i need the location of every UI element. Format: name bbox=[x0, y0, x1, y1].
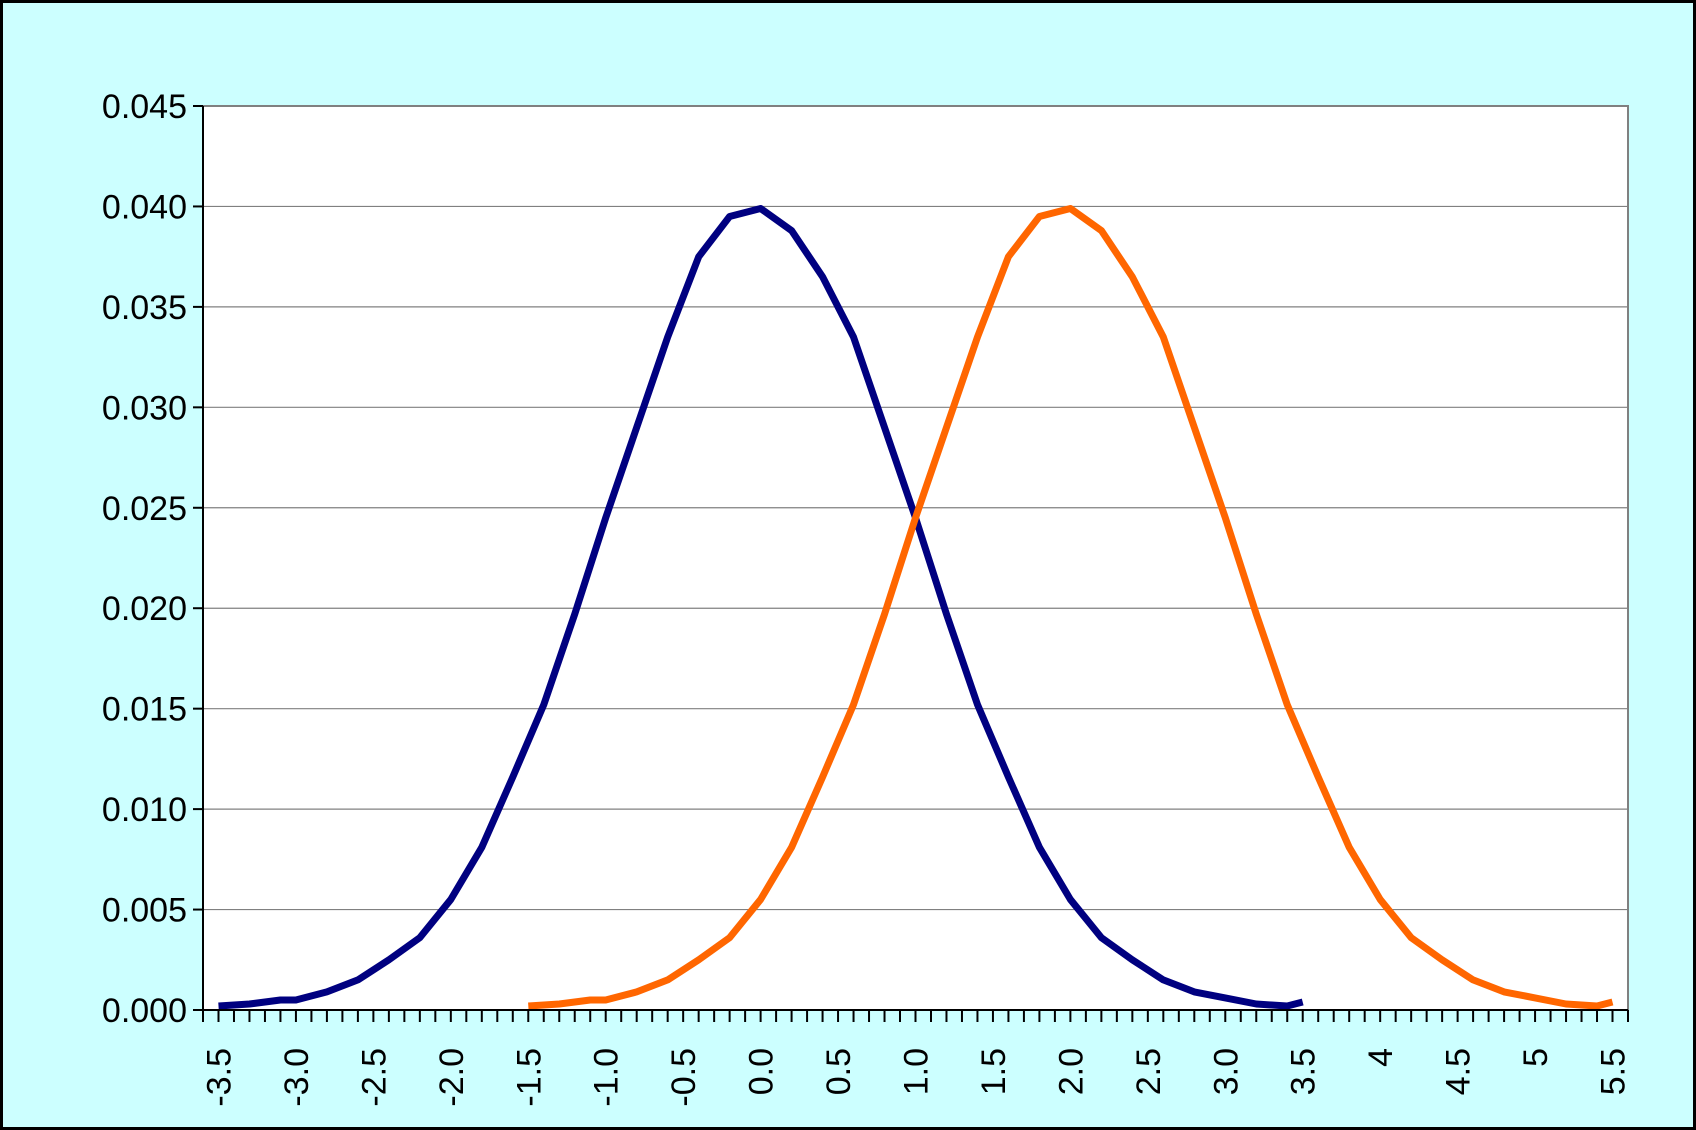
x-tick-labels: -3.5 -3.0 -2.5 -2.0 -1.5 -1.0 -0.5 0.0 0.5 1.0 1.5… bbox=[200, 1048, 1632, 1107]
x-tick-label: -3.5 bbox=[200, 1048, 238, 1107]
y-tick-label: 0.010 bbox=[102, 791, 187, 829]
x-tick-label: 4.5 bbox=[1440, 1048, 1478, 1095]
y-tick-label: 0.035 bbox=[102, 289, 187, 327]
series-layer bbox=[218, 205, 1614, 1010]
x-tick-label: -2.5 bbox=[355, 1048, 393, 1107]
x-tick-label: 1.0 bbox=[898, 1048, 936, 1095]
y-tick-label: 0.030 bbox=[102, 389, 187, 427]
y-tick-label: 0.020 bbox=[102, 590, 187, 628]
x-tick-label: 1.5 bbox=[975, 1048, 1013, 1095]
x-tick-label: 0.5 bbox=[820, 1048, 858, 1095]
x-tick-label: -0.5 bbox=[665, 1048, 703, 1107]
plot-area bbox=[202, 105, 1629, 1011]
x-tick-label: 0.0 bbox=[743, 1048, 781, 1095]
y-tick-label: 0.015 bbox=[102, 691, 187, 729]
x-tick-label: 2.0 bbox=[1052, 1048, 1090, 1095]
x-tick-label: 3.5 bbox=[1285, 1048, 1323, 1095]
x-tick-label: 4 bbox=[1362, 1048, 1400, 1067]
y-tick-labels: 0.000 0.005 0.010 0.015 0.020 0.025 0.030 0.035… bbox=[102, 88, 187, 1030]
y-tick-label: 0.040 bbox=[102, 188, 187, 226]
x-tick-label: -3.0 bbox=[278, 1048, 316, 1107]
x-tick-label: -1.5 bbox=[510, 1048, 548, 1107]
y-tick-label: 0.025 bbox=[102, 490, 187, 528]
series-line-2 bbox=[528, 205, 1614, 1010]
x-tick-label: 3.0 bbox=[1207, 1048, 1245, 1095]
axes bbox=[193, 105, 1629, 1022]
series-line-1 bbox=[218, 205, 1304, 1010]
x-tick-label: -1.0 bbox=[588, 1048, 626, 1107]
y-tick-label: 0.045 bbox=[102, 88, 187, 126]
x-tick-label: -2.0 bbox=[433, 1048, 471, 1107]
x-tick-label: 5.5 bbox=[1595, 1048, 1633, 1095]
y-tick-label: 0.000 bbox=[102, 992, 187, 1030]
x-tick-label: 5 bbox=[1517, 1048, 1555, 1067]
y-tick-label: 0.005 bbox=[102, 892, 187, 930]
x-tick-label: 2.5 bbox=[1130, 1048, 1168, 1095]
